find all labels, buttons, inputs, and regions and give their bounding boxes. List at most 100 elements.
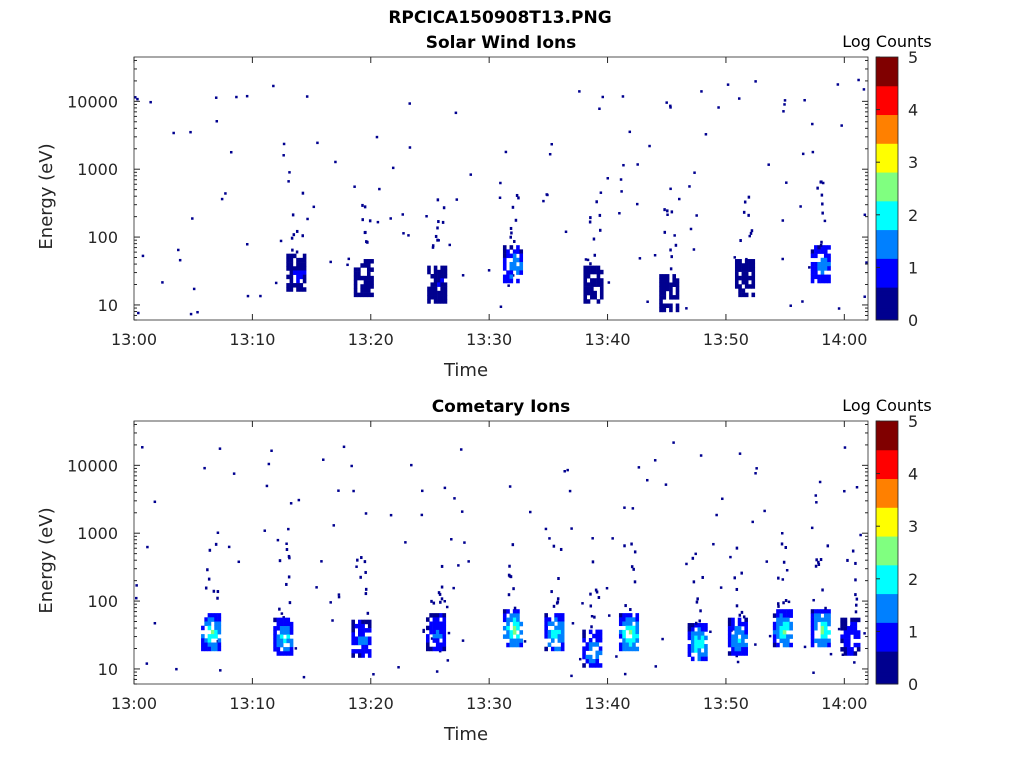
count-cell [850,647,854,652]
count-cell [289,651,294,656]
count-cell [782,609,787,614]
count-cell [665,282,670,287]
count-cell [599,295,604,300]
count-cell [439,634,443,639]
count-cell [367,640,372,646]
x-tick-label: 13:40 [584,330,630,349]
count-cell [675,286,680,292]
colorbar-band [876,188,898,194]
speckle [353,185,356,188]
count-cell [810,638,815,644]
streak-cell [824,606,827,610]
count-cell [737,621,742,627]
streak-cell [301,234,304,238]
count-cell [789,625,793,631]
count-cell [433,278,438,283]
count-cell [694,635,698,641]
streak-cell [632,567,635,571]
count-cell [440,290,444,296]
count-cell [622,634,626,639]
count-cell [425,646,430,652]
count-cell [435,638,440,643]
speckle [586,258,590,262]
speckle [810,526,814,530]
speckle [620,190,623,193]
colorbar-band [876,507,898,512]
count-cell [662,290,667,296]
count-cell [704,644,708,649]
count-cell [748,284,752,289]
count-cell [357,267,361,272]
count-cell [512,609,517,614]
count-cell [628,613,633,618]
count-cell [628,638,633,643]
count-cell [214,625,218,631]
streak-cell [692,580,696,584]
count-cell [289,253,294,259]
speckle [751,520,754,524]
panel-1: Solar Wind Ions 13:00 13:10 13:20 13:30 13:40… [36,32,932,381]
colorbar-band [876,552,898,558]
streak-cell [817,562,821,566]
count-cell [737,642,742,648]
count-cell [817,609,821,614]
count-cell [751,271,756,277]
count-cell [776,642,780,648]
count-cell [846,626,851,631]
speckle [378,187,381,191]
count-cell [286,253,290,259]
count-cell [738,259,742,264]
count-cell [586,286,591,292]
count-cell [516,617,520,623]
count-cell [820,274,825,280]
count-cell [502,253,507,259]
count-cell [582,650,586,656]
count-cell [659,307,663,313]
count-cell [741,280,746,285]
count-cell [789,621,793,627]
count-cell [430,290,435,296]
speckle [692,248,696,251]
count-cell [560,634,565,639]
count-cell [751,284,756,289]
speckle [631,507,635,510]
count-cell [440,282,444,287]
speckle [648,144,651,148]
colorbar-band [876,544,898,549]
count-cell [779,630,784,635]
count-cell [632,629,636,635]
count-cell [443,269,448,275]
streak-cell [436,238,439,242]
speckle [765,560,769,563]
streak-cell [552,604,556,608]
colorbar-band [876,556,898,562]
count-cell [744,626,748,631]
count-cell [772,630,777,635]
speckle [337,489,340,492]
count-cell [502,249,507,254]
count-cell [856,647,861,652]
count-cell [286,634,291,639]
streak-cell [285,548,289,552]
colorbar-band [876,241,898,247]
speckle [669,106,672,109]
colorbar-tick-label: 1 [908,622,918,641]
count-cell [435,642,440,648]
streak-cell [216,590,220,594]
count-cell [846,642,851,648]
count-cell [598,638,603,643]
count-cell [509,266,514,271]
speckle [785,569,789,572]
speckle [498,196,502,200]
speckle [801,152,805,156]
streak-cell [556,597,560,601]
speckle [246,294,250,298]
count-cell [289,278,294,284]
count-cell [751,292,756,298]
count-cell [586,269,591,275]
count-cell [635,617,640,622]
y-tick-label: 1000 [77,524,118,543]
count-cell [823,642,828,648]
count-cell [846,647,851,652]
speckle [709,630,712,634]
